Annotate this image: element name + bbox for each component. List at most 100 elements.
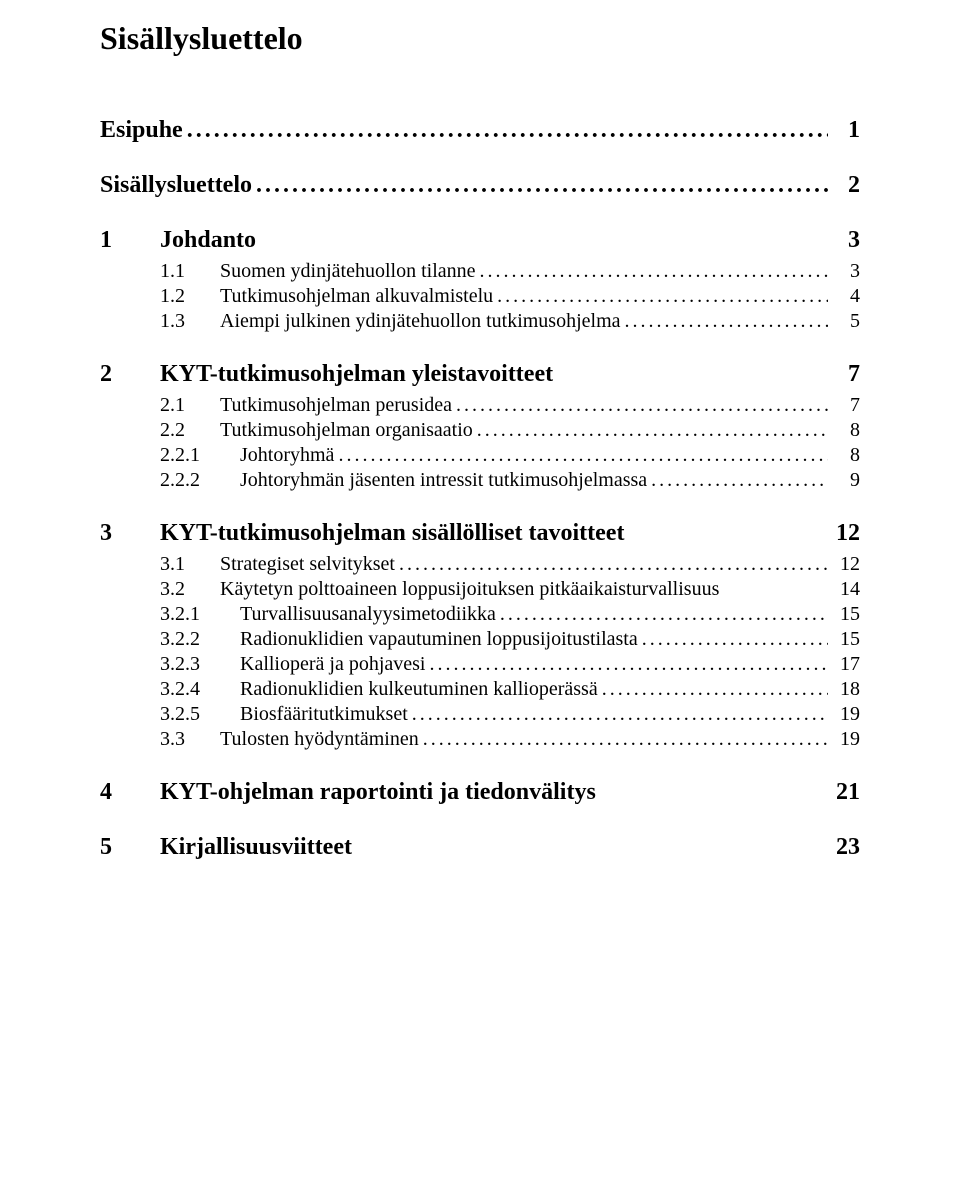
toc-leader-dots bbox=[430, 653, 829, 676]
toc-number: 3.2.4 bbox=[100, 678, 240, 701]
toc-number: 1.3 bbox=[100, 310, 220, 333]
toc-number: 1.2 bbox=[100, 285, 220, 308]
toc-number: 3.3 bbox=[100, 728, 220, 751]
toc-label: Johtoryhmän jäsenten intressit tutkimuso… bbox=[240, 469, 651, 492]
toc-leader-dots bbox=[187, 117, 828, 144]
toc-number: 4 bbox=[100, 779, 160, 806]
toc-leader-dots bbox=[500, 603, 828, 626]
toc-leader-dots bbox=[423, 728, 828, 751]
toc-page-number: 23 bbox=[828, 834, 860, 861]
toc-leader-dots bbox=[412, 703, 828, 726]
toc-label: Johtoryhmä bbox=[240, 444, 338, 467]
toc-page-number: 19 bbox=[828, 703, 860, 726]
toc-leader-dots bbox=[256, 172, 828, 199]
toc-leader-dots bbox=[602, 678, 828, 701]
toc-label: Tutkimusohjelman organisaatio bbox=[220, 419, 477, 442]
toc-page-number: 17 bbox=[828, 653, 860, 676]
toc-label: Tutkimusohjelman alkuvalmistelu bbox=[220, 285, 497, 308]
toc-label: Biosfääritutkimukset bbox=[240, 703, 412, 726]
toc-row: Sisällysluettelo 2 bbox=[100, 172, 860, 199]
toc-label: Sisällysluettelo bbox=[100, 172, 256, 199]
toc-number: 3.2.2 bbox=[100, 628, 240, 651]
toc-label: KYT-ohjelman raportointi ja tiedonvälity… bbox=[160, 779, 600, 806]
toc-row: 1.2Tutkimusohjelman alkuvalmistelu 4 bbox=[100, 285, 860, 308]
toc-label: Aiempi julkinen ydinjätehuollon tutkimus… bbox=[220, 310, 625, 333]
toc-number: 2.2.2 bbox=[100, 469, 240, 492]
toc-number: 2.2 bbox=[100, 419, 220, 442]
toc-page-number: 12 bbox=[828, 553, 860, 576]
toc-number: 3.2.5 bbox=[100, 703, 240, 726]
toc-label: KYT-tutkimusohjelman yleistavoitteet bbox=[160, 361, 557, 388]
toc-leader-dots bbox=[477, 419, 828, 442]
toc-leader-dots bbox=[642, 628, 828, 651]
toc-number: 2 bbox=[100, 361, 160, 388]
toc-leader-dots bbox=[338, 444, 828, 467]
toc-number: 3.1 bbox=[100, 553, 220, 576]
toc-row: Esipuhe 1 bbox=[100, 117, 860, 144]
toc-page-number: 9 bbox=[828, 469, 860, 492]
toc-row: 3.1Strategiset selvitykset 12 bbox=[100, 553, 860, 576]
toc-row: 4KYT-ohjelman raportointi ja tiedonvälit… bbox=[100, 779, 860, 806]
toc-leader-dots bbox=[456, 394, 828, 417]
table-of-contents: Esipuhe1Sisällysluettelo21Johdanto31.1Su… bbox=[100, 117, 860, 861]
toc-page-number: 15 bbox=[828, 603, 860, 626]
toc-number: 3.2.1 bbox=[100, 603, 240, 626]
toc-label: Suomen ydinjätehuollon tilanne bbox=[220, 260, 480, 283]
toc-label: Kallioperä ja pohjavesi bbox=[240, 653, 430, 676]
toc-label: Strategiset selvitykset bbox=[220, 553, 399, 576]
toc-page-number: 21 bbox=[828, 779, 860, 806]
page-container: Sisällysluettelo Esipuhe 1 Sisällysluettel… bbox=[0, 0, 960, 1189]
toc-row: 3KYT-tutkimusohjelman sisällölliset tavo… bbox=[100, 520, 860, 547]
toc-row: 2KYT-tutkimusohjelman yleistavoitteet 7 bbox=[100, 361, 860, 388]
toc-leader-dots bbox=[399, 553, 828, 576]
toc-leader-dots bbox=[651, 469, 828, 492]
toc-page-number: 7 bbox=[828, 361, 860, 388]
toc-leader-dots bbox=[625, 310, 828, 333]
toc-row: 3.2.3Kallioperä ja pohjavesi 17 bbox=[100, 653, 860, 676]
toc-row: 1.3Aiempi julkinen ydinjätehuollon tutki… bbox=[100, 310, 860, 333]
toc-page-number: 18 bbox=[828, 678, 860, 701]
toc-row: 2.2Tutkimusohjelman organisaatio 8 bbox=[100, 419, 860, 442]
toc-label: Radionuklidien kulkeutuminen kallioperäs… bbox=[240, 678, 602, 701]
toc-page-number: 19 bbox=[828, 728, 860, 751]
toc-row: 5Kirjallisuusviitteet23 bbox=[100, 834, 860, 861]
toc-page-number: 7 bbox=[828, 394, 860, 417]
toc-page-number: 15 bbox=[828, 628, 860, 651]
toc-number: 3 bbox=[100, 520, 160, 547]
toc-page-number: 1 bbox=[828, 117, 860, 144]
toc-label: KYT-tutkimusohjelman sisällölliset tavoi… bbox=[160, 520, 628, 547]
toc-row: 1Johdanto 3 bbox=[100, 227, 860, 254]
toc-label: Johdanto bbox=[160, 227, 260, 254]
toc-number: 1.1 bbox=[100, 260, 220, 283]
toc-page-number: 14 bbox=[828, 578, 860, 601]
toc-row: 3.2.2Radionuklidien vapautuminen loppusi… bbox=[100, 628, 860, 651]
toc-row: 2.2.2Johtoryhmän jäsenten intressit tutk… bbox=[100, 469, 860, 492]
toc-number: 1 bbox=[100, 227, 160, 254]
toc-row: 2.2.1Johtoryhmä8 bbox=[100, 444, 860, 467]
toc-page-number: 4 bbox=[828, 285, 860, 308]
toc-leader-dots bbox=[497, 285, 828, 308]
toc-row: 3.2.5Biosfääritutkimukset 19 bbox=[100, 703, 860, 726]
toc-label: Tutkimusohjelman perusidea bbox=[220, 394, 456, 417]
toc-page-number: 3 bbox=[828, 260, 860, 283]
toc-page-number: 8 bbox=[828, 419, 860, 442]
toc-number: 2.1 bbox=[100, 394, 220, 417]
toc-label: Käytetyn polttoaineen loppusijoituksen p… bbox=[220, 578, 723, 601]
toc-number: 3.2.3 bbox=[100, 653, 240, 676]
toc-row: 3.3Tulosten hyödyntäminen 19 bbox=[100, 728, 860, 751]
toc-label: Radionuklidien vapautuminen loppusijoitu… bbox=[240, 628, 642, 651]
toc-number: 3.2 bbox=[100, 578, 220, 601]
toc-label: Tulosten hyödyntäminen bbox=[220, 728, 423, 751]
toc-page-number: 5 bbox=[828, 310, 860, 333]
toc-page-number: 2 bbox=[828, 172, 860, 199]
toc-page-number: 3 bbox=[828, 227, 860, 254]
toc-page-number: 12 bbox=[828, 520, 860, 547]
toc-page-number: 8 bbox=[828, 444, 860, 467]
toc-row: 3.2Käytetyn polttoaineen loppusijoitukse… bbox=[100, 578, 860, 601]
toc-label: Esipuhe bbox=[100, 117, 187, 144]
toc-number: 5 bbox=[100, 834, 160, 861]
toc-row: 1.1Suomen ydinjätehuollon tilanne 3 bbox=[100, 260, 860, 283]
toc-row: 3.2.4Radionuklidien kulkeutuminen kallio… bbox=[100, 678, 860, 701]
toc-label: Turvallisuusanalyysimetodiikka bbox=[240, 603, 500, 626]
page-title: Sisällysluettelo bbox=[100, 20, 860, 57]
